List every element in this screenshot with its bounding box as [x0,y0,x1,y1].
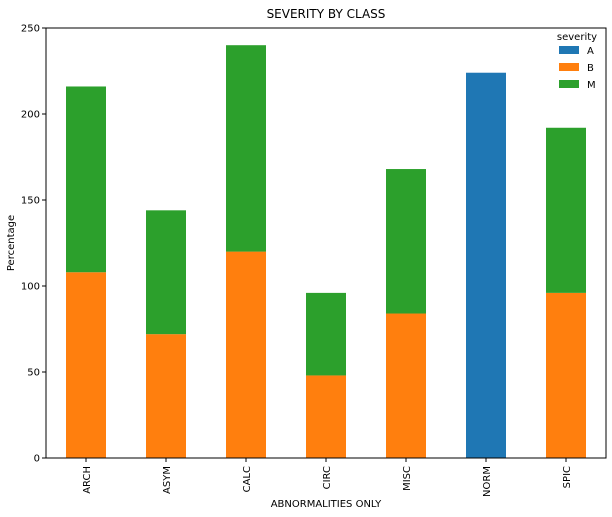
y-axis: 0 50 100 150 200 250 [21,24,46,465]
bars-group [66,45,586,458]
bar-misc-b [386,313,426,458]
x-tick-label-circ: CIRC [322,466,333,489]
bar-spic-b [546,292,586,458]
bar-asym-b [146,334,186,458]
legend: severity ABM [557,32,597,91]
x-tick-label-asym: ASYM [162,466,173,494]
plot-frame [45,27,607,459]
bar-calc-m [226,45,266,252]
x-tick-label-spic: SPIC [562,466,573,488]
bar-asym-m [146,210,186,335]
bar-circ-b [306,375,346,458]
legend-title: severity [557,32,597,43]
y-tick-label-150: 150 [21,196,40,207]
y-tick-label-50: 50 [27,368,40,379]
legend-label-b: B [587,63,594,74]
x-tick-label-calc: CALC [242,466,253,492]
y-tick-label-100: 100 [21,282,40,293]
legend-label-m: M [587,80,596,91]
x-tick-label-misc: MISC [402,466,413,491]
legend-swatch-b [559,63,579,71]
bar-misc-m [386,169,426,314]
x-axis-label: ABNORMALITIES ONLY [271,499,382,510]
x-tick-label-norm: NORM [482,466,493,497]
bar-spic-m [546,127,586,293]
y-tick-label-200: 200 [21,110,40,121]
legend-label-a: A [587,46,594,57]
bar-arch-b [66,272,106,458]
bar-arch-m [66,86,106,273]
bar-circ-m [306,292,346,376]
y-axis-label: Percentage [6,215,17,271]
legend-swatch-m [559,80,579,88]
bar-calc-b [226,251,266,458]
x-tick-label-arch: ARCH [82,466,93,494]
y-tick-label-0: 0 [34,454,40,465]
x-axis: ARCH ASYM CALC CIRC MISC NORM SPIC [82,458,573,497]
legend-swatch-a [559,46,579,54]
y-tick-label-250: 250 [21,24,40,35]
chart-title: SEVERITY BY CLASS [267,7,386,21]
bar-norm-a [466,72,506,458]
